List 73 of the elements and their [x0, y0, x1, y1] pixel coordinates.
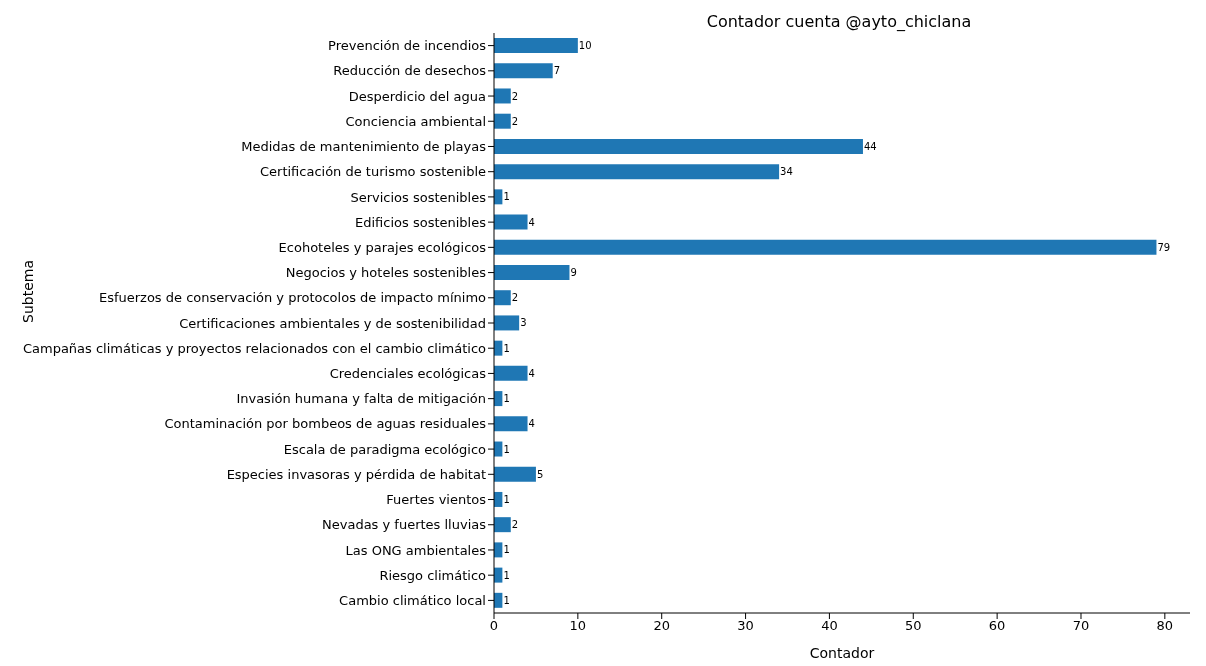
data-label: 2: [511, 292, 519, 304]
x-tick-label: 10: [569, 618, 587, 634]
y-tick-label: Servicios sostenibles: [350, 189, 487, 205]
data-label: 34: [780, 166, 793, 178]
x-tick-label: 80: [1156, 618, 1174, 634]
data-label: 4: [528, 216, 535, 228]
data-label: 79: [1157, 241, 1171, 253]
y-tick-label: Conciencia ambiental: [345, 113, 486, 129]
data-label: 3: [520, 317, 527, 329]
data-label: 7: [553, 65, 561, 77]
bar: [494, 38, 578, 54]
x-tick-label: 30: [737, 618, 754, 634]
data-label: 1: [503, 494, 510, 506]
data-label: 4: [528, 367, 535, 379]
data-label: 2: [511, 115, 519, 127]
x-axis-title: Contador: [809, 645, 875, 661]
y-tick-label: Contaminación por bombeos de aguas residuales: [164, 416, 487, 432]
data-label: 10: [578, 40, 592, 52]
y-tick-label: Prevención de incendios: [328, 38, 487, 54]
data-label: 1: [503, 594, 510, 606]
x-tick-label: 20: [653, 618, 670, 634]
data-label: 44: [863, 140, 877, 152]
bar: [494, 416, 528, 432]
data-label: 1: [503, 342, 510, 354]
y-tick-label: Nevadas y fuertes lluvias: [322, 517, 487, 533]
bar: [494, 466, 536, 482]
bar: [494, 365, 528, 381]
y-tick-label: Las ONG ambientales: [345, 542, 487, 558]
bar: [494, 265, 570, 280]
bar: [494, 290, 511, 306]
bar: [494, 315, 520, 331]
y-tick-label: Reducción de desechos: [333, 63, 487, 79]
data-label: 9: [570, 267, 577, 279]
chart-title: Contador cuenta @ayto_chiclana: [705, 12, 973, 31]
y-tick-label: Riesgo climático: [379, 567, 487, 583]
data-label: 2: [511, 90, 519, 102]
y-tick-label: Certificaciones ambientales y de sostenibilidad: [179, 315, 486, 331]
data-label: 1: [503, 393, 510, 405]
x-tick-label: 50: [905, 618, 922, 634]
data-label: 4: [528, 418, 535, 430]
data-label: 1: [503, 569, 510, 581]
x-tick-label: 0: [489, 618, 499, 634]
y-tick-label: Especies invasoras y pérdida de habitat: [226, 466, 486, 482]
data-label: 1: [503, 544, 510, 556]
bar: [494, 138, 863, 154]
data-label: 5: [536, 468, 544, 480]
x-tick-label: 70: [1072, 618, 1090, 634]
data-label: 1: [503, 191, 510, 203]
y-tick-label: Edificios sostenibles: [355, 214, 487, 230]
data-label: 1: [503, 443, 510, 455]
y-tick-label: Ecohoteles y parajes ecológicos: [278, 239, 487, 255]
bar: [494, 517, 511, 533]
y-tick-label: Cambio climático local: [339, 593, 486, 609]
y-axis-title: Subtema: [19, 260, 36, 323]
bar: [494, 113, 511, 129]
y-tick-label: Negocios y hoteles sostenibles: [285, 265, 487, 281]
y-tick-label: Credenciales ecológicas: [329, 366, 487, 382]
x-tick-label: 60: [988, 618, 1006, 634]
bar: [494, 63, 553, 79]
data-label: 2: [511, 519, 519, 531]
y-tick-label: Escala de paradigma ecológico: [283, 441, 487, 457]
y-tick-label: Certificación de turismo sostenible: [259, 164, 486, 180]
y-tick-label: Invasión humana y falta de mitigación: [236, 391, 486, 407]
y-tick-label: Esfuerzos de conservación y protocolos de impacto mínimo: [98, 290, 487, 306]
bar: [494, 88, 511, 104]
y-tick-label: Desperdicio del agua: [348, 88, 486, 104]
bar: [494, 239, 1157, 255]
x-tick-label: 40: [821, 618, 838, 634]
y-tick-label: Campañas climáticas y proyectos relacionados con el cambio climático: [22, 340, 487, 356]
y-tick-label: Fuertes vientos: [386, 492, 487, 508]
y-tick-label: Medidas de mantenimiento de playas: [241, 139, 487, 155]
bar: [494, 214, 528, 230]
bar: [494, 164, 780, 180]
